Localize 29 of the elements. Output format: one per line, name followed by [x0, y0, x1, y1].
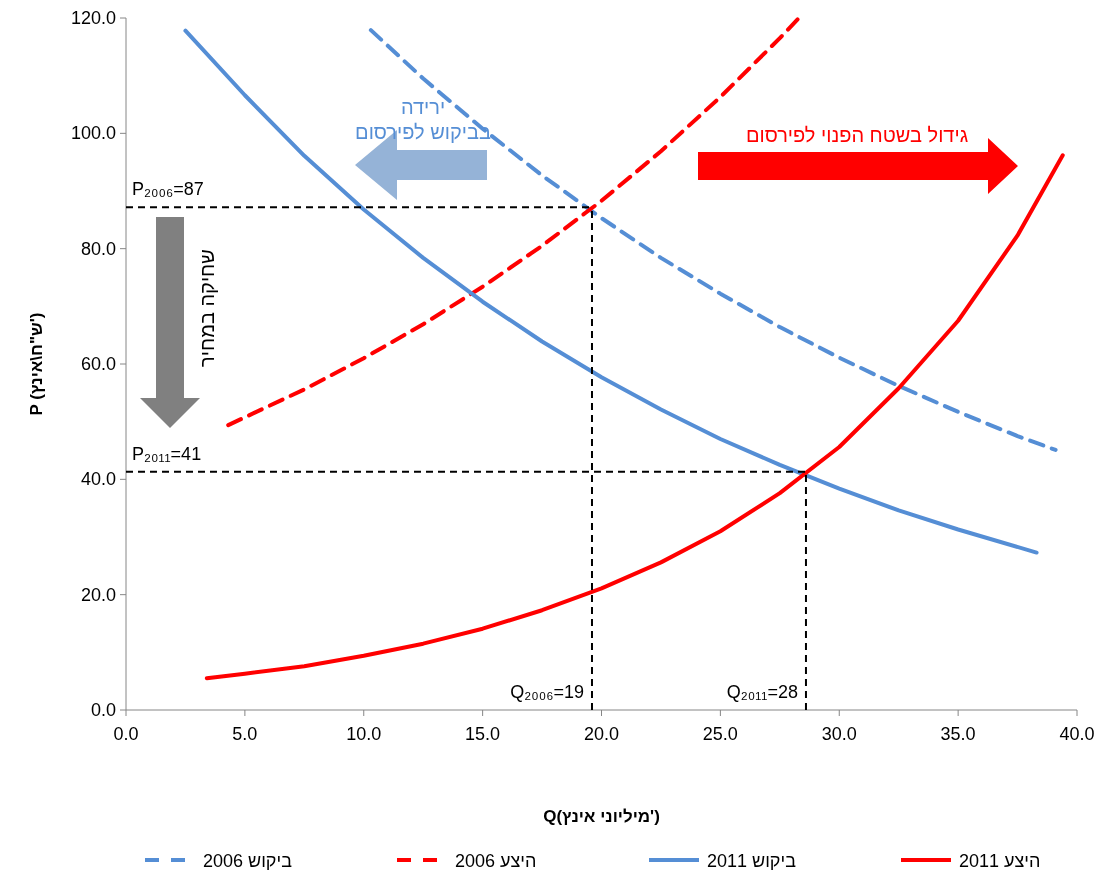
x-tick-label: 10.0: [346, 724, 382, 744]
y-axis-title: P (ש"ח\אינץ'): [27, 312, 46, 416]
y-tick-label: 120.0: [70, 8, 116, 28]
x-tick-label: 0.0: [113, 724, 139, 744]
legend-label: ביקוש 2006: [203, 851, 293, 871]
y-tick-label: 80.0: [80, 238, 116, 259]
annotation: ירידה בביקוש לפירסום: [355, 96, 491, 143]
x-tick-label: 30.0: [821, 724, 857, 744]
annotation: Q₂₀₀₆=19: [510, 682, 584, 702]
y-tick-label: 0.0: [90, 700, 116, 720]
y-tick-label: 40.0: [80, 469, 116, 490]
annotation: גידול בשטח הפנוי לפירסום: [745, 124, 969, 146]
annotation: P₂₀₀₆=87: [132, 179, 204, 200]
y-tick-label: 60.0: [80, 354, 116, 374]
x-tick-label: 20.0: [583, 724, 620, 744]
y-tick-label: 100.0: [70, 123, 116, 144]
x-tick-label: 5.0: [232, 724, 258, 744]
x-tick-label: 15.0: [465, 724, 501, 744]
y-tick-label: 20.0: [80, 584, 116, 605]
x-tick-label: 35.0: [940, 724, 976, 744]
x-tick-label: 25.0: [702, 724, 738, 744]
x-axis-title: Q(מיליוני אינץ'): [543, 807, 660, 826]
legend-label: היצע 2006: [455, 851, 537, 871]
annotation: P₂₀₁₁=41: [132, 443, 202, 464]
legend-label: היצע 2011: [959, 851, 1041, 871]
annotation: Q₂₀₁₁=28: [726, 682, 798, 702]
legend-label: ביקוש 2011: [707, 851, 797, 871]
annotation: שחיקה במחיר: [196, 249, 218, 367]
x-tick-label: 40.0: [1059, 724, 1095, 744]
